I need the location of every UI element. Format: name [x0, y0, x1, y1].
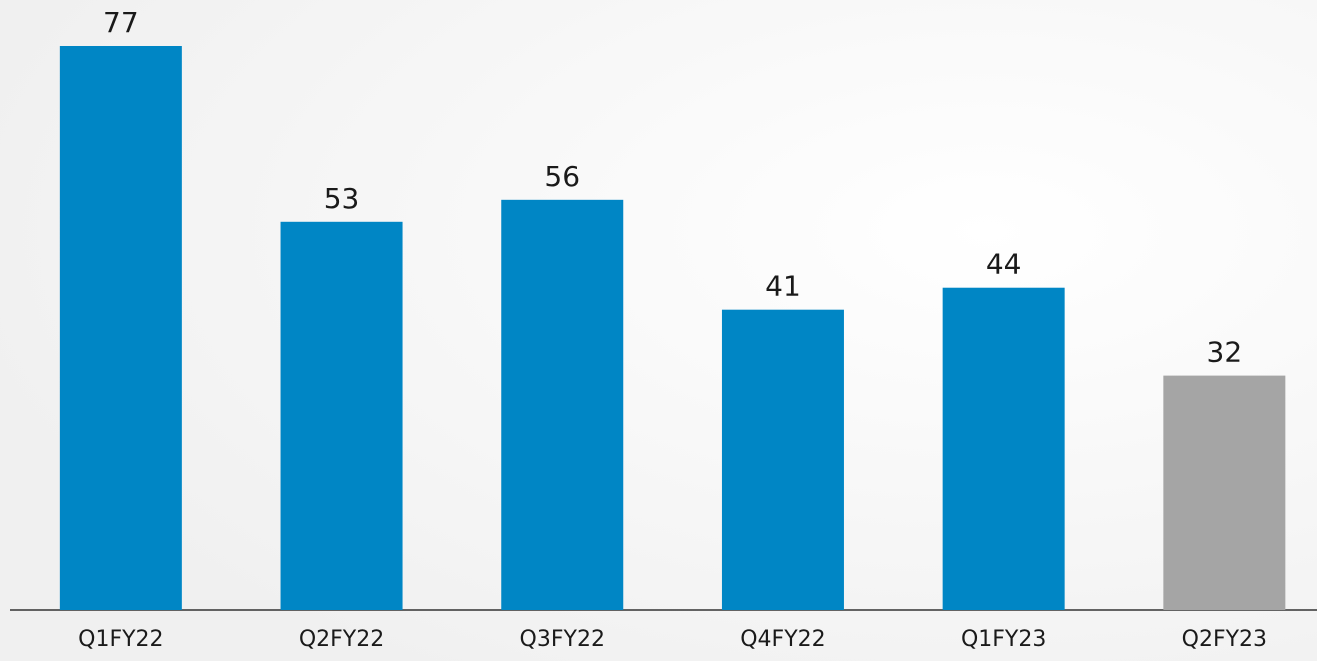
bar [721, 309, 844, 610]
x-tick-label: Q4FY22 [740, 627, 825, 652]
value-label: 77 [103, 6, 139, 39]
value-label: 56 [544, 160, 580, 193]
value-label: 32 [1207, 336, 1243, 369]
value-label: 41 [765, 270, 801, 303]
value-label: 44 [986, 248, 1022, 281]
x-tick-label: Q3FY22 [520, 627, 605, 652]
bar [501, 199, 624, 610]
x-tick-label: Q1FY23 [961, 627, 1046, 652]
x-tick-label: Q1FY22 [78, 627, 163, 652]
bar [942, 287, 1065, 610]
bar [1163, 375, 1286, 610]
x-tick-label: Q2FY23 [1182, 627, 1267, 652]
x-tick-label: Q2FY22 [299, 627, 384, 652]
value-label: 53 [324, 182, 360, 215]
bar [59, 46, 182, 610]
bar [280, 221, 403, 610]
